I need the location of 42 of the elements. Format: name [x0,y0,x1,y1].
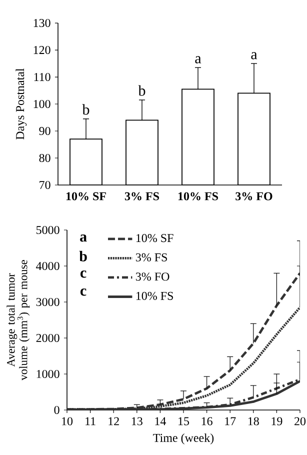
x-tick-label: 17 [225,417,236,426]
x-axis-title: Time (week) [153,433,214,444]
x-tick-label: 18 [248,417,259,426]
y-tick-label: 90 [39,126,50,136]
x-tick-label: 10% FS [178,192,218,200]
x-tick-label: 3% FS [124,192,159,200]
annotation: c [80,270,86,278]
y-tick-label: 2000 [36,334,60,342]
y-tick-label: 80 [39,154,50,162]
y-tick-label: 130 [34,18,50,28]
y-tick-label: 100 [34,100,50,108]
y-tick-label: 110 [34,72,50,82]
x-tick-label: 13 [132,417,142,426]
legend-label: 3% FS [136,253,167,262]
annotation: b [82,104,90,115]
x-tick-label: 3% FO [236,192,272,200]
x-tick-label: 15 [178,417,190,426]
x-tick-label: 12 [108,417,119,426]
annotation: c [80,288,86,296]
annotation: b [79,250,87,262]
annotation: a [195,56,202,64]
x-tick-label: 11 [86,417,96,426]
y-tick-label: 4000 [36,262,60,270]
y-axis-title: Days Postnatal [16,68,27,140]
y-tick-label: 5000 [36,226,60,234]
x-tick-label: 19 [272,417,282,426]
y-tick-label: 1000 [36,370,60,378]
x-tick-label: 16 [202,417,212,426]
annotation: a [251,52,258,60]
annotation: a [80,234,87,242]
y-tick-label: 3000 [36,298,60,306]
legend-label: 3% FO [136,272,170,281]
y-tick-label: 120 [34,46,50,54]
x-tick-label: 10 [62,417,73,426]
legend-label: 10% FS [136,292,173,300]
legend-label: 10% SF [136,234,174,242]
y-tick-label: 70 [40,180,50,190]
x-tick-label: 14 [155,417,166,426]
annotation: b [138,85,146,96]
x-tick-label: 10% SF [66,192,106,200]
x-tick-label: 20 [294,417,306,426]
y-tick-label: 0 [54,406,60,414]
